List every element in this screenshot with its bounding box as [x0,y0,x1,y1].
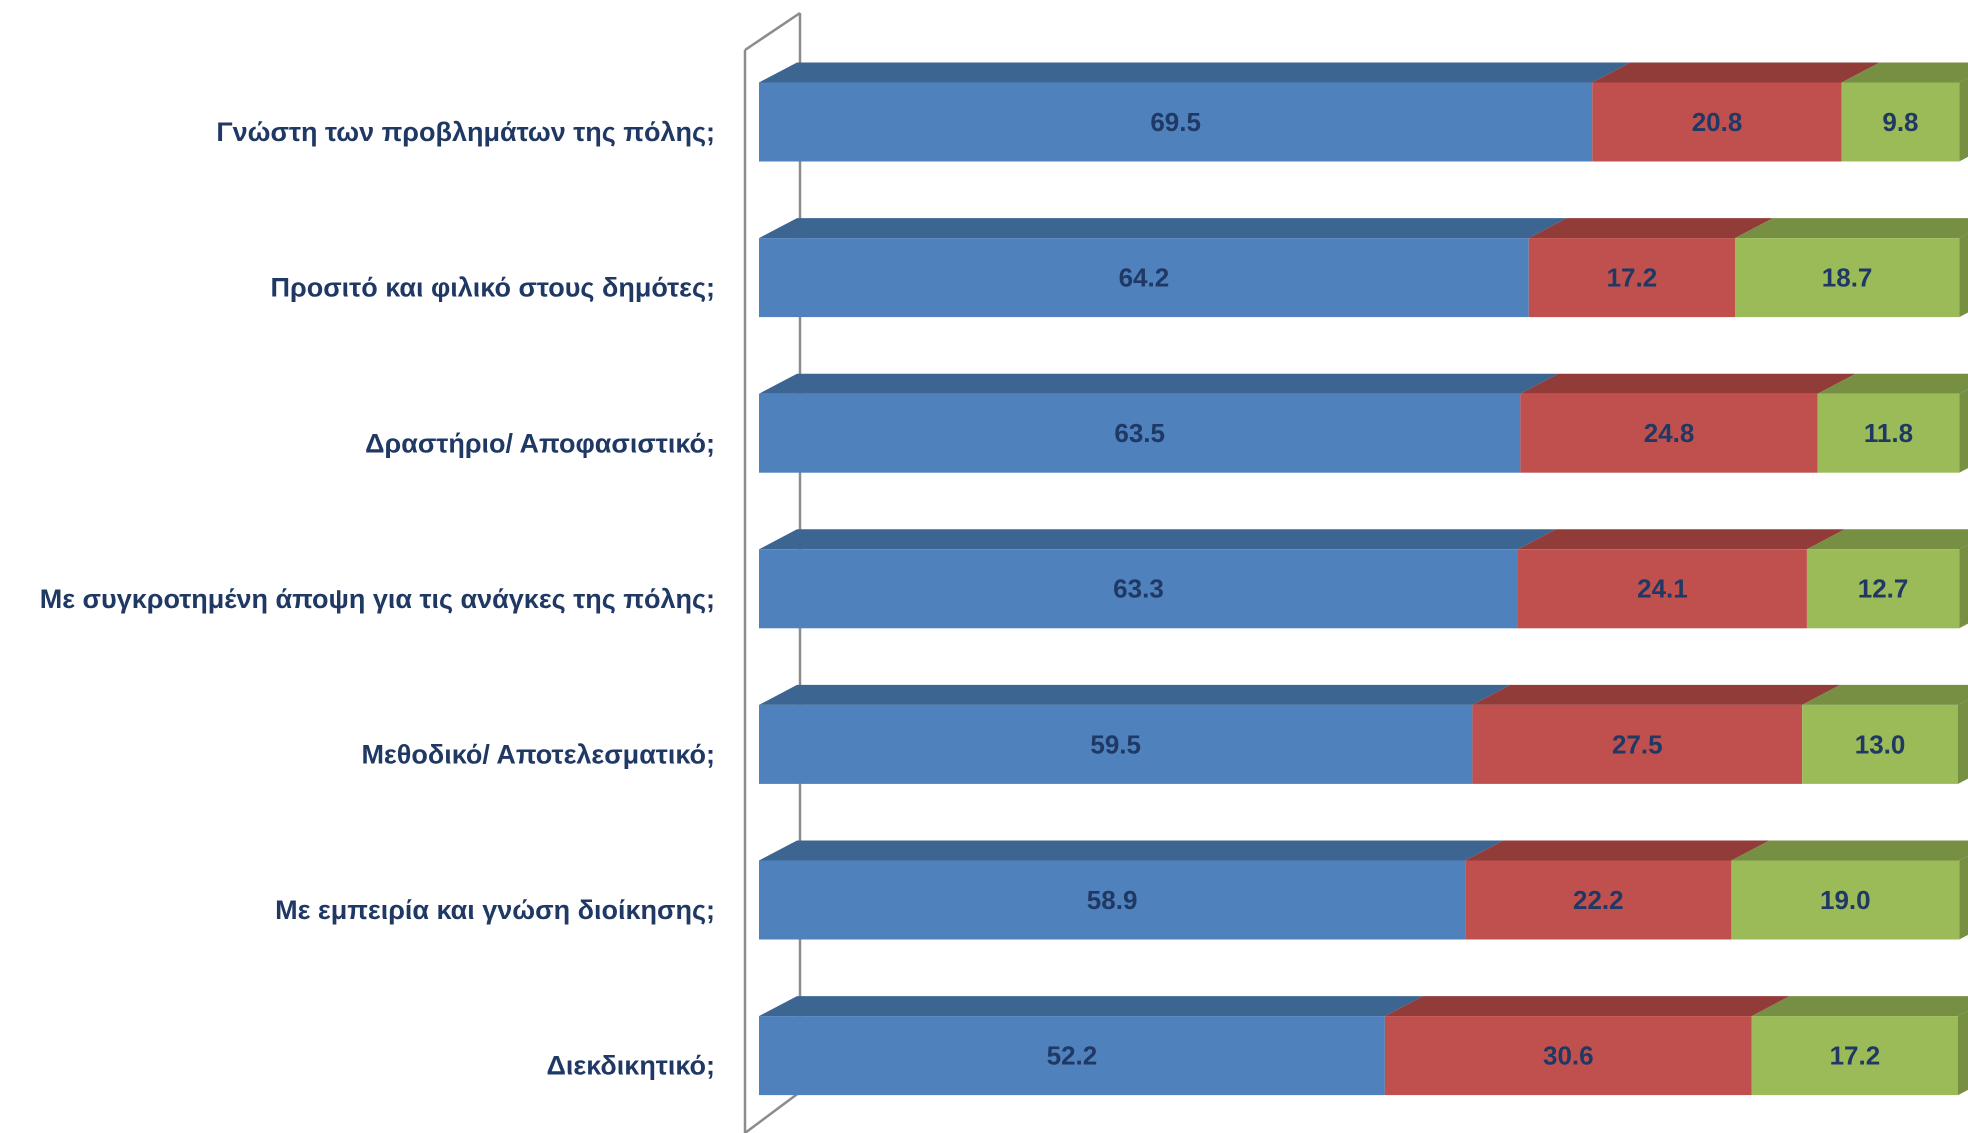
bar [1817,393,1960,473]
bar [1734,238,1960,318]
category-label: Δραστήριο/ Αποφασιστικό; [365,428,715,458]
value-label: 20.8 [1692,107,1743,137]
bar-side [1958,1010,1968,1096]
value-label: 11.8 [1864,418,1913,448]
category-label: Μεθοδικό/ Αποτελεσματικό; [361,740,715,770]
value-label: 18.7 [1822,262,1873,292]
bar-top [759,62,1631,83]
bar [759,82,1593,162]
bar [1841,82,1960,162]
category-label: Προσιτό και φιλικό στους δημότες; [271,273,716,303]
bar-side [1959,233,1968,318]
value-label: 19.0 [1820,885,1871,915]
bar-top [1806,529,1968,550]
value-label: 9.8 [1882,107,1918,137]
bar-top [1751,996,1968,1017]
bar-top [1592,62,1880,83]
value-label: 12.7 [1858,574,1909,604]
bar-top [1517,529,1845,550]
value-label: 24.1 [1637,574,1688,604]
bar-top [759,218,1567,239]
bar-top [759,684,1511,705]
category-label: Διεκδικητικό; [547,1051,716,1081]
bar [1731,860,1960,940]
bar-top [1817,373,1968,394]
bar-side [1959,389,1968,473]
bar [759,393,1521,473]
value-label: 69.5 [1150,107,1201,137]
value-label: 24.8 [1644,418,1695,448]
bar-top [759,996,1423,1017]
value-label: 59.5 [1090,729,1141,759]
value-label: 13.0 [1855,729,1906,759]
bar-top [1472,684,1841,705]
bar-top [1731,840,1968,861]
bar-top [1465,840,1770,861]
bar-top [1802,684,1968,705]
bar [759,1016,1385,1096]
value-label: 30.6 [1543,1040,1594,1070]
bar [759,704,1473,784]
bar-top [759,373,1559,394]
value-label: 27.5 [1612,729,1663,759]
bar-top [759,840,1504,861]
value-label: 17.2 [1607,262,1658,292]
bar-side [1959,855,1968,940]
bar [1528,238,1735,318]
bar [759,860,1466,940]
category-label: Με συγκροτημένη άποψη για τις ανάγκες τη… [40,584,715,614]
value-label: 58.9 [1087,885,1138,915]
bar [1517,549,1807,629]
bar-top [1734,218,1968,239]
bar-top [1528,218,1773,239]
value-label: 63.5 [1114,418,1165,448]
bar-side [1958,699,1968,784]
bar [1472,704,1803,784]
bar [1465,860,1732,940]
bar [1806,549,1960,629]
value-label: 22.2 [1573,885,1624,915]
bar-top [759,529,1556,550]
bar [1520,393,1818,473]
bar [1802,704,1958,784]
category-label: Γνώστη των προβλημάτων της πόλης; [216,117,715,147]
category-label: Με εμπειρία και γνώση διοίκησης; [275,895,715,925]
bar [759,238,1529,318]
bar-side [1959,77,1968,162]
bar-top [1841,62,1968,83]
bar [759,549,1518,629]
bar-side [1959,544,1968,629]
value-label: 64.2 [1119,262,1170,292]
bar [1384,1016,1752,1096]
bar-top [1384,996,1790,1017]
bar [1592,82,1842,162]
value-label: 52.2 [1047,1040,1098,1070]
value-label: 63.3 [1113,574,1164,604]
bar [1751,1016,1958,1096]
bar-top [1520,373,1856,394]
value-label: 17.2 [1830,1040,1881,1070]
